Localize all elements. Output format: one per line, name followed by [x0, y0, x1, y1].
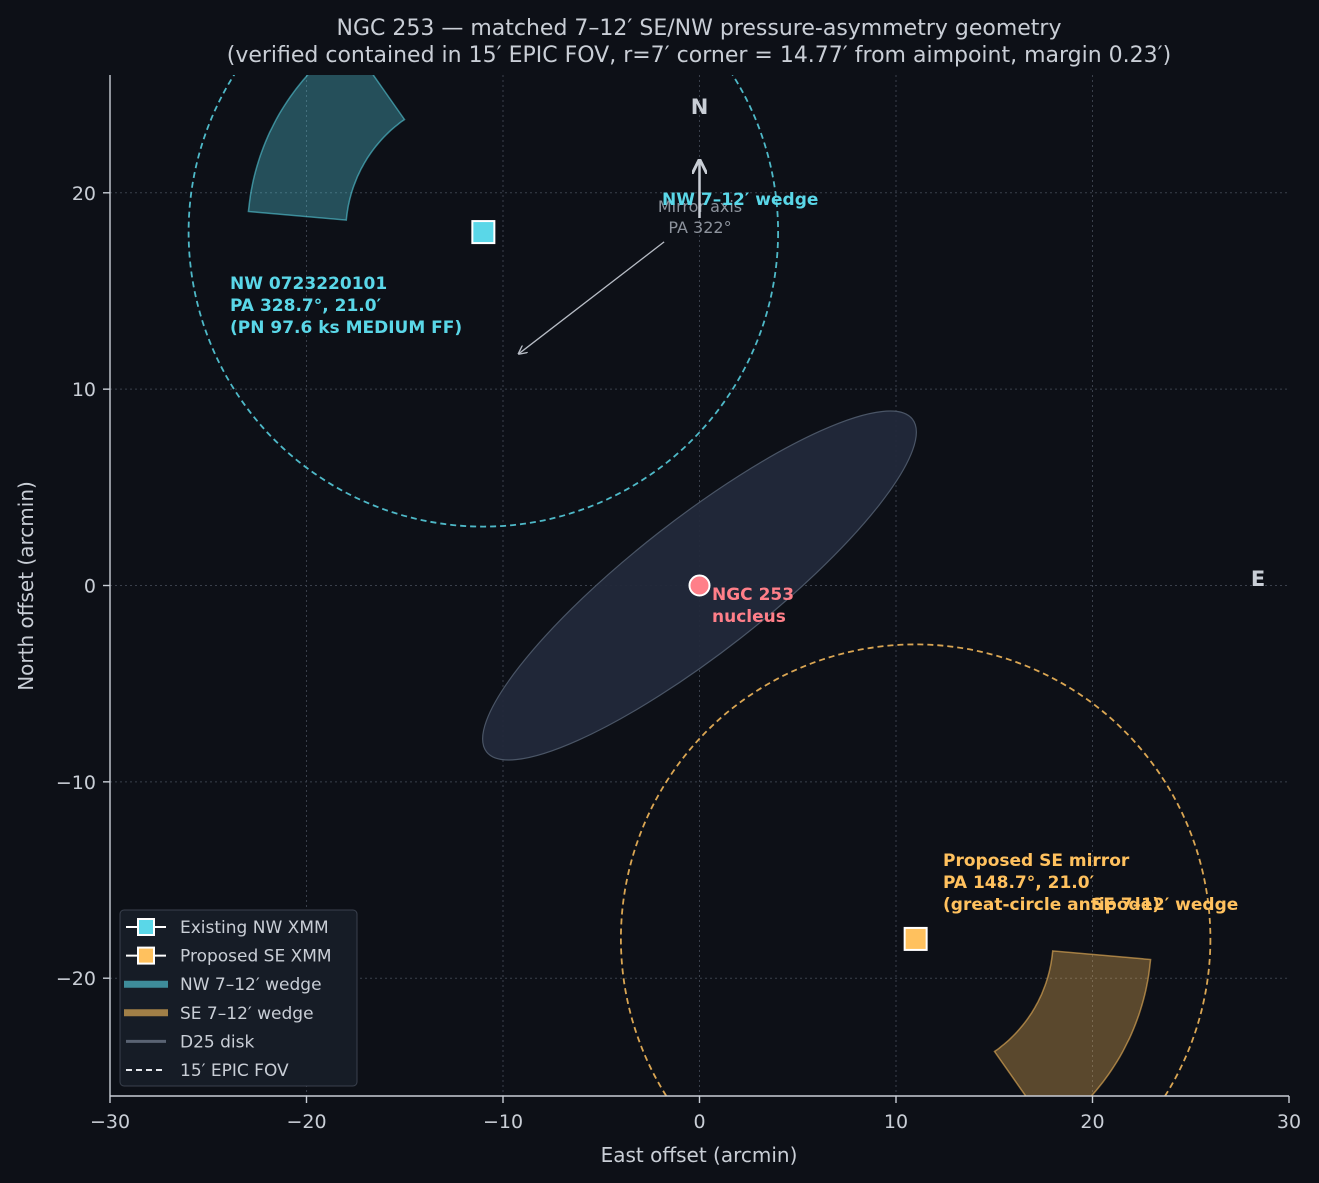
y-tick-label: 20 [72, 183, 96, 205]
y-tick-label: 10 [72, 379, 96, 401]
x-tick-label: 0 [693, 1111, 705, 1133]
nucleus-sublabel: nucleus [712, 607, 786, 627]
axes: −30 −20 −10 0 10 20 30 −20 −10 0 10 20 [56, 75, 1301, 1133]
nw-pointing-marker [471, 220, 496, 245]
mirror-axis-pa: PA 322° [668, 218, 731, 237]
legend: Existing NW XMM Proposed SE XMM NW 7–12′ w… [119, 909, 358, 1087]
x-tick-label: 10 [884, 1111, 908, 1133]
nw-wedge [247, 75, 406, 221]
mirror-axis-arrow [519, 241, 665, 354]
x-tick-label: −30 [90, 1111, 130, 1133]
nw-fov-circle [187, 75, 779, 528]
legend-se-pointing-swatch [137, 946, 155, 965]
se-pointing-label: Proposed SE mirror [943, 851, 1130, 871]
nucleus-marker [688, 574, 711, 597]
nucleus-label: NGC 253 [712, 585, 794, 605]
legend-nw-pointing-label: Existing NW XMM [180, 918, 329, 938]
se-wedge-label: SE 7–12′ wedge [1091, 895, 1238, 915]
nw-wedge-label: NW 7–12′ wedge [662, 190, 818, 210]
x-tick-label: −20 [286, 1111, 326, 1133]
legend-se-pointing-label: Proposed SE XMM [180, 947, 332, 967]
chart-title: NGC 253 — matched 7–12′ SE/NW pressure-a… [337, 16, 1062, 41]
legend-box [119, 909, 358, 1087]
x-tick-label: 30 [1277, 1111, 1301, 1133]
se-pointing-label: (great-circle antipode) [943, 895, 1160, 915]
y-tick-label: −10 [56, 772, 96, 794]
nw-pointing-label: (PN 97.6 ks MEDIUM FF) [230, 318, 462, 338]
chart-subtitle: (verified contained in 15′ EPIC FOV, r=7… [227, 43, 1172, 68]
legend-se-wedge-label: SE 7–12′ wedge [180, 1004, 314, 1024]
y-tick-label: 0 [84, 576, 96, 598]
se-wedge [993, 950, 1152, 1096]
x-tick-label: −10 [483, 1111, 523, 1133]
y-tick-label: −20 [56, 968, 96, 990]
legend-nw-wedge-label: NW 7–12′ wedge [180, 975, 322, 995]
se-fov-circle [620, 643, 1212, 1096]
legend-fov-label: 15′ EPIC FOV [180, 1061, 289, 1081]
nw-pointing-label: PA 328.7°, 21.0′ [230, 296, 382, 316]
se-pointing-marker [903, 926, 928, 951]
east-label: E [1251, 567, 1265, 591]
x-axis-label: East offset (arcmin) [601, 1143, 798, 1167]
se-pointing-label: PA 148.7°, 21.0′ [943, 873, 1095, 893]
legend-d25-disk-label: D25 disk [180, 1032, 254, 1052]
nw-pointing-label: NW 0723220101 [230, 274, 387, 294]
legend-nw-pointing-swatch [137, 918, 155, 936]
y-axis-label: North offset (arcmin) [14, 481, 38, 691]
north-label: N [691, 95, 709, 119]
x-tick-label: 20 [1080, 1111, 1104, 1133]
